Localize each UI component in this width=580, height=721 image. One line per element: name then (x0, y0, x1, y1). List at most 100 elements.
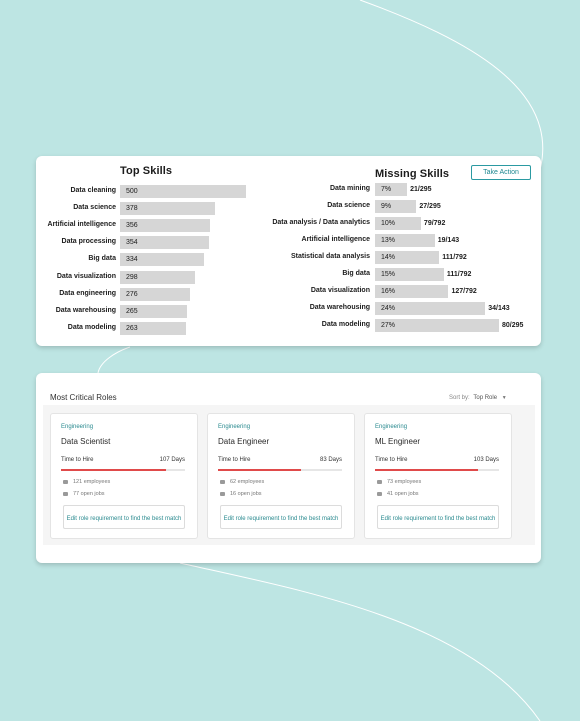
missing-skill-label: Data warehousing (309, 304, 370, 311)
role-department: Engineering (375, 424, 408, 430)
chevron-down-icon: ▼ (501, 395, 507, 401)
time-to-hire-days: 103 Days (473, 457, 499, 463)
top-skills-title: Top Skills (120, 165, 173, 177)
missing-skill-bar: 14% (375, 251, 440, 264)
roles-container: Engineering Data Scientist Time to Hire 107… (43, 405, 535, 545)
sort-value: Top Role (473, 395, 498, 401)
missing-skill-label: Data modeling (321, 321, 370, 328)
top-skill-bar: 356 (120, 219, 210, 233)
employees-count: 62 employees (230, 479, 265, 485)
role-name: Data Scientist (61, 437, 111, 446)
open-jobs-stat: 41 open jobs (377, 491, 419, 497)
missing-skill-bar: 15% (375, 268, 444, 281)
top-skill-bar: 378 (120, 202, 216, 216)
missing-skill-count: 19/143 (437, 237, 460, 244)
missing-skill-label: Big data (342, 270, 370, 277)
employees-count: 121 employees (73, 479, 111, 485)
role-department: Engineering (61, 424, 94, 430)
missing-skill-count: 127/792 (451, 288, 477, 295)
top-skill-bar: 276 (120, 287, 190, 301)
open-jobs-count: 77 open jobs (73, 491, 105, 497)
top-skill-value: 378 (126, 205, 138, 213)
employees-stat: 62 employees (220, 479, 264, 485)
missing-skill-percent: 9% (381, 203, 392, 210)
top-skill-value: 334 (126, 256, 138, 264)
top-skill-label: Artificial intelligence (47, 221, 116, 229)
time-to-hire-fill (61, 469, 167, 471)
sort-label: Sort by: (449, 395, 470, 401)
missing-skill-bar: 10% (375, 217, 421, 230)
missing-skill-count: 79/792 (423, 220, 446, 227)
briefcase-icon (63, 491, 68, 496)
top-skill-bar: 334 (120, 253, 205, 267)
missing-skill-bar: 7% (375, 183, 408, 196)
top-skill-value: 356 (126, 222, 138, 230)
top-skill-label: Data processing (61, 238, 116, 246)
open-jobs-count: 41 open jobs (387, 491, 419, 497)
top-skill-bar: 263 (120, 321, 187, 335)
missing-skill-percent: 16% (381, 288, 396, 295)
role-department: Engineering (218, 424, 251, 430)
time-to-hire-fill (375, 469, 478, 471)
top-skill-bar: 298 (120, 270, 196, 284)
top-skill-value: 500 (126, 188, 138, 195)
top-skill-value: 276 (126, 290, 138, 298)
time-to-hire-label: Time to Hire (375, 457, 408, 463)
top-skill-bar: 500 (120, 185, 246, 198)
missing-skill-percent: 10% (381, 220, 396, 227)
employees-stat: 73 employees (377, 479, 421, 485)
skills-card: Top Skills Missing Skills Take Action Da… (36, 156, 541, 346)
top-skill-label: Data visualization (56, 272, 116, 280)
role-name: Data Engineer (218, 437, 270, 446)
time-to-hire-label: Time to Hire (218, 457, 251, 463)
missing-skill-bar: 16% (375, 285, 449, 298)
take-action-button[interactable]: Take Action (471, 165, 531, 180)
time-to-hire-row: Time to Hire 103 Days (375, 457, 499, 463)
top-skill-bar: 265 (120, 304, 187, 318)
missing-skill-bar: 13% (375, 234, 435, 247)
missing-skill-label: Statistical data analysis (291, 253, 370, 260)
top-skill-value: 263 (126, 324, 138, 332)
time-to-hire-days: 107 Days (159, 457, 185, 463)
top-skill-label: Data engineering (59, 289, 116, 297)
top-skill-label: Data modeling (67, 323, 116, 331)
employees-icon (220, 479, 225, 484)
missing-skill-label: Data mining (329, 185, 370, 192)
employees-stat: 121 employees (63, 479, 110, 485)
edit-role-button[interactable]: Edit role requirement to find the best m… (63, 505, 185, 529)
role-card: Engineering Data Engineer Time to Hire 83 D… (207, 413, 355, 539)
role-name: ML Engineer (375, 437, 421, 446)
time-to-hire-days: 83 Days (319, 457, 342, 463)
missing-skill-bar: 27% (375, 319, 499, 332)
edit-role-button[interactable]: Edit role requirement to find the best m… (220, 505, 342, 529)
time-to-hire-label: Time to Hire (61, 457, 94, 463)
missing-skill-percent: 14% (381, 254, 396, 261)
edit-role-button[interactable]: Edit role requirement to find the best m… (377, 505, 499, 529)
missing-skill-label: Data visualization (310, 287, 370, 294)
missing-skill-label: Artificial intelligence (301, 236, 370, 243)
top-skill-label: Data science (73, 204, 116, 212)
open-jobs-stat: 16 open jobs (220, 491, 262, 497)
open-jobs-count: 16 open jobs (230, 491, 262, 497)
missing-skills-title: Missing Skills (375, 168, 450, 180)
missing-skill-count: 111/792 (446, 271, 472, 278)
missing-skill-bar: 9% (375, 200, 417, 213)
employees-icon (377, 479, 382, 484)
time-to-hire-row: Time to Hire 107 Days (61, 457, 185, 463)
employees-icon (63, 479, 68, 484)
role-card: Engineering Data Scientist Time to Hire 107… (50, 413, 198, 539)
time-to-hire-fill (218, 469, 302, 471)
top-skill-label: Data cleaning (70, 187, 116, 194)
roles-title: Most Critical Roles (50, 393, 117, 402)
missing-skill-count: 80/295 (502, 322, 524, 329)
missing-skill-percent: 13% (381, 237, 396, 244)
missing-skill-count: 34/143 (488, 305, 510, 312)
top-skill-value: 298 (126, 273, 138, 281)
role-card: Engineering ML Engineer Time to Hire 103 Da… (364, 413, 512, 539)
missing-skill-percent: 27% (381, 322, 396, 329)
missing-skill-percent: 7% (381, 186, 392, 193)
time-to-hire-bar (218, 469, 342, 471)
time-to-hire-bar (375, 469, 499, 471)
missing-skill-percent: 15% (381, 271, 396, 278)
